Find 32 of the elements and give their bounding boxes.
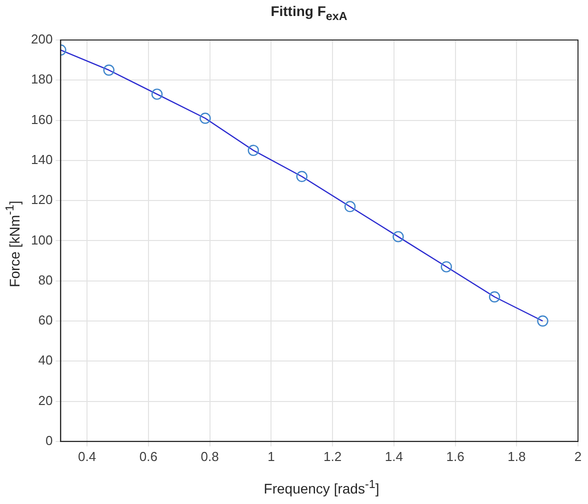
point [344,200,356,212]
point [200,112,211,124]
x-tick-label: 0.6 [139,448,158,464]
point [151,88,163,100]
x-tick-label: 1 [268,448,275,464]
point [440,261,452,272]
y-tick-label: 140 [30,152,53,167]
y-tick-label: 180 [30,72,53,87]
x-tick-label: 1.4 [384,448,403,464]
point [296,170,308,182]
chart-title: Fitting F$_{exA}$ [270,3,348,23]
x-axis-title: Frequency [rads$^{-1}$] [262,478,380,497]
y-tick-label: 40 [38,352,53,368]
y-tick-label: 160 [30,112,53,127]
x-tick-label: 1.6 [446,448,464,464]
y-tick-label: 20 [38,392,53,408]
y-tick-label: 0 [45,432,53,448]
y-tick-label: 120 [30,192,53,208]
y-tick-label: 100 [30,232,53,248]
point [488,291,500,302]
y-tick-label: 80 [38,272,53,288]
y-tick-label: 200 [30,32,53,47]
y-tick-label: 60 [38,312,53,328]
point [103,64,114,76]
x-tick-label: 1.2 [324,448,342,464]
x-tick-label: 0.4 [78,448,96,464]
point [248,144,259,156]
x-tick-label: 2 [574,448,582,464]
point [392,231,404,242]
x-tick-label: 0.8 [200,448,219,464]
point [537,315,548,327]
x-tick-label: 1.8 [508,448,526,464]
